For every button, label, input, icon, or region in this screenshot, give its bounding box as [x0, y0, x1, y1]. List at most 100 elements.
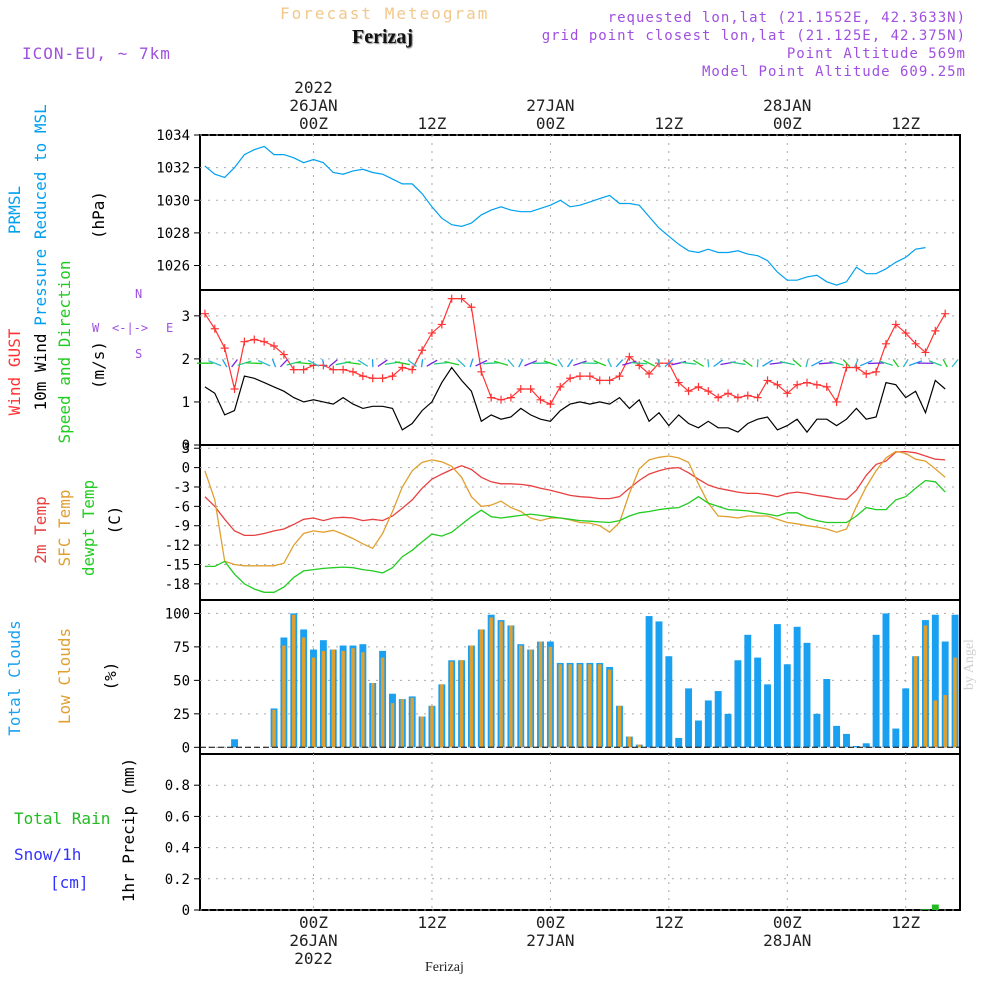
low-cloud-bar: [558, 664, 562, 748]
low-cloud-bar: [578, 664, 582, 748]
low-cloud-bar: [607, 669, 612, 748]
wind-direction-arrow: [902, 359, 909, 368]
wind-gust-marker: [733, 393, 742, 402]
bottom-time-label: 00Z: [773, 913, 802, 932]
wind-direction-arrow: [483, 362, 500, 365]
wind-direction-arrow: [231, 359, 238, 368]
wind-direction-arrow: [942, 359, 948, 368]
wind-direction-arrow: [407, 359, 417, 368]
clouds-ytick-label: 100: [165, 606, 190, 622]
model-altitude: Model Point Altitude 609.25m: [701, 64, 966, 80]
pressure-unit: (hPa): [89, 191, 108, 239]
wind-direction-arrow: [762, 359, 773, 367]
wind-speed-line: [204, 366, 946, 434]
wind-direction-arrow: [557, 359, 564, 368]
top-time-label: 00Z: [536, 114, 565, 133]
wind-gust-marker: [230, 385, 239, 394]
wind-gust-marker: [516, 385, 525, 394]
clouds-ytick-label: 50: [173, 673, 190, 689]
precip-ytick-label: 0: [182, 903, 190, 919]
wind-gust-marker: [941, 309, 950, 318]
temperature-ytick-label: -18: [165, 577, 190, 593]
wind-direction-arrow: [507, 359, 515, 368]
low-cloud-bar: [519, 645, 523, 748]
wind-direction-arrow: [908, 360, 923, 367]
snow-unit-label: [cm]: [50, 873, 89, 892]
top-time-label: 12Z: [654, 114, 683, 133]
temperature-ytick-label: -9: [173, 519, 190, 535]
total-cloud-bar: [902, 688, 910, 748]
wind-gust-marker: [200, 309, 209, 318]
total-cloud-bar: [941, 641, 949, 748]
low-cloud-bar: [538, 641, 543, 748]
low-cloud-bar: [361, 652, 365, 748]
wind-direction-arrow: [854, 359, 859, 368]
total-cloud-bar: [734, 660, 742, 748]
rain-bar: [922, 909, 929, 910]
low-cloud-bar: [548, 646, 553, 748]
low-cloud-bar: [933, 700, 938, 748]
wind-gust-marker: [585, 372, 594, 381]
wind-direction-arrow: [756, 359, 759, 368]
wind-gust-marker: [270, 341, 279, 350]
bottom-time-label: 27JAN: [526, 931, 574, 950]
wind-direction-arrow: [524, 360, 538, 367]
snow-label: Snow/1h: [14, 845, 81, 864]
precip-ytick-label: 0.2: [165, 872, 190, 888]
wind-gust-marker: [378, 374, 387, 383]
wind-direction-label: Speed and Direction: [55, 260, 74, 443]
low-cloud-bar: [321, 650, 326, 748]
wind-gust-marker: [457, 294, 466, 303]
wind-gust-marker: [901, 329, 910, 338]
wind-direction-arrow: [518, 359, 524, 368]
total-cloud-bar: [783, 664, 791, 748]
clouds-ytick-label: 25: [173, 707, 190, 723]
wind-gust-line: [204, 298, 946, 405]
total-cloud-bar: [803, 642, 811, 748]
low-cloud-bar: [351, 648, 355, 748]
pressure-ytick-label: 1026: [156, 259, 190, 275]
wind-direction-arrow: [742, 359, 753, 368]
low-cloud-bar: [943, 695, 947, 748]
requested-coords: requested lon,lat (21.1552E, 42.3633N): [607, 10, 966, 26]
compass-mid: <-|->: [112, 321, 148, 335]
temperature-ytick-label: -12: [165, 538, 190, 554]
wind-gust-marker: [645, 369, 654, 378]
total-cloud-bar: [231, 739, 238, 748]
low-cloud-bar: [449, 661, 454, 748]
wind-ytick-label: 1: [182, 395, 190, 411]
wind-direction-arrow: [279, 359, 288, 368]
top-time-label: 2022: [294, 78, 333, 97]
top-time-label: 26JAN: [289, 96, 337, 115]
wind-direction-arrow: [657, 359, 661, 368]
wind-gust-marker: [674, 378, 683, 387]
pressure-frame: [199, 134, 961, 291]
wind-direction-arrow: [829, 360, 844, 366]
total-cloud-bar: [843, 733, 850, 748]
wind-gust-marker: [891, 320, 900, 329]
wind-gust-marker: [487, 393, 496, 402]
low-cloud-bar: [430, 705, 434, 748]
wind-gust-marker: [348, 367, 357, 376]
total-rain-label: Total Rain: [14, 809, 110, 828]
top-time-label: 12Z: [417, 114, 446, 133]
wind-direction-arrow: [307, 359, 320, 367]
low-cloud-bar: [292, 614, 296, 748]
total-cloud-bar: [694, 720, 702, 748]
total-cloud-bar: [931, 614, 939, 748]
rain-bar: [931, 904, 939, 910]
wind-direction-arrow: [328, 359, 338, 368]
bottom-time-label: 2022: [294, 949, 333, 968]
wind-gust-marker: [812, 380, 821, 389]
wind-gust-marker: [427, 329, 436, 338]
wind-direction-arrow: [928, 360, 942, 367]
precip-ytick-label: 0.8: [165, 778, 190, 794]
temp-unit: (C): [105, 506, 124, 535]
temp-line-2m-temp: [204, 450, 946, 537]
wind-gust-marker: [289, 365, 298, 374]
total-cloud-bar: [764, 684, 771, 748]
wind-gust-marker: [398, 363, 407, 372]
point-altitude: Point Altitude 569m: [786, 46, 966, 62]
wind-direction-arrow: [457, 359, 466, 368]
wind-ytick-label: 2: [182, 352, 190, 368]
